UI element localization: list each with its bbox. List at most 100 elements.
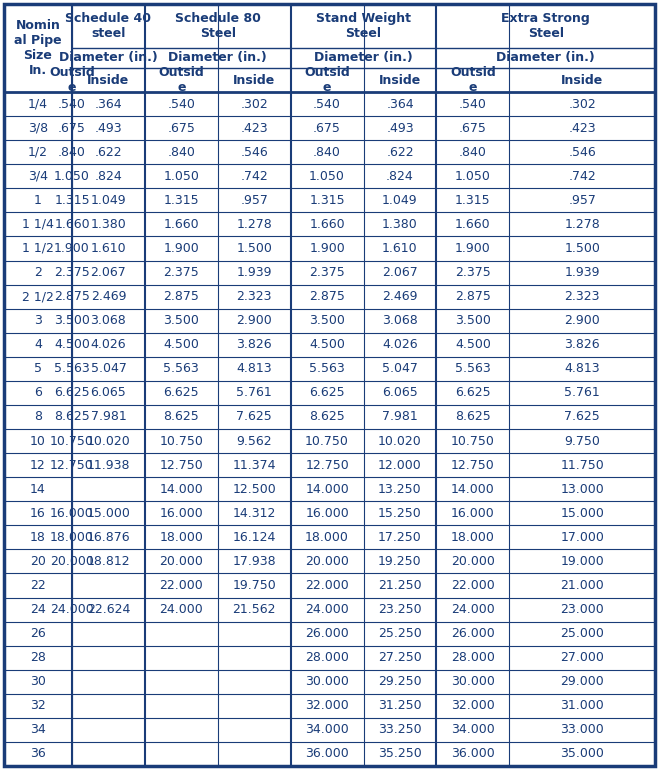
Text: 6.625: 6.625: [54, 386, 90, 400]
Text: .824: .824: [94, 170, 123, 182]
Text: Outsid
e: Outsid e: [450, 66, 496, 94]
Text: 2.469: 2.469: [382, 290, 418, 303]
Text: 17.000: 17.000: [560, 531, 604, 544]
Text: 16.000: 16.000: [305, 507, 349, 519]
Text: 2.067: 2.067: [382, 266, 418, 279]
Text: .540: .540: [313, 97, 341, 111]
Text: 1.660: 1.660: [54, 218, 90, 231]
Text: 26.000: 26.000: [451, 627, 495, 640]
Text: 4: 4: [34, 339, 42, 351]
Text: 35.000: 35.000: [560, 747, 604, 761]
Text: 20.000: 20.000: [451, 555, 495, 568]
Text: 24.000: 24.000: [159, 603, 203, 616]
Text: 1.500: 1.500: [236, 242, 272, 255]
Text: 4.813: 4.813: [237, 363, 272, 376]
Text: 29.250: 29.250: [378, 676, 422, 688]
Text: Outsid
e: Outsid e: [158, 66, 204, 94]
Text: 19.750: 19.750: [233, 579, 276, 592]
Text: 22.000: 22.000: [305, 579, 349, 592]
Text: 5.563: 5.563: [455, 363, 491, 376]
Text: 3: 3: [34, 314, 42, 327]
Text: 21.562: 21.562: [233, 603, 276, 616]
Text: 1.939: 1.939: [237, 266, 272, 279]
Text: .957: .957: [568, 194, 596, 207]
Text: 8: 8: [34, 410, 42, 424]
Text: 18.000: 18.000: [159, 531, 203, 544]
Text: 20.000: 20.000: [159, 555, 203, 568]
Text: 9.562: 9.562: [237, 434, 272, 448]
Text: Schedule 80
Steel: Schedule 80 Steel: [175, 12, 261, 40]
Text: 1/2: 1/2: [28, 145, 48, 158]
Text: 10.750: 10.750: [159, 434, 203, 448]
Text: 1.900: 1.900: [455, 242, 491, 255]
Text: 4.500: 4.500: [455, 339, 491, 351]
Text: 18.812: 18.812: [86, 555, 130, 568]
Text: 34.000: 34.000: [451, 724, 495, 737]
Text: 28.000: 28.000: [451, 651, 495, 664]
Text: 21.250: 21.250: [378, 579, 422, 592]
Text: 36.000: 36.000: [451, 747, 495, 761]
Text: 5.563: 5.563: [309, 363, 345, 376]
Text: .957: .957: [241, 194, 268, 207]
Text: .675: .675: [167, 121, 195, 135]
Text: 3.826: 3.826: [237, 339, 272, 351]
Text: 12.750: 12.750: [305, 458, 349, 472]
Text: 10.020: 10.020: [86, 434, 130, 448]
Text: .540: .540: [167, 97, 195, 111]
Text: 4.026: 4.026: [91, 339, 127, 351]
Text: Diameter (in.): Diameter (in.): [496, 52, 595, 64]
Text: 1.660: 1.660: [309, 218, 345, 231]
Text: 1.610: 1.610: [91, 242, 127, 255]
Text: 7.981: 7.981: [382, 410, 418, 424]
Text: 25.000: 25.000: [560, 627, 604, 640]
Text: Inside: Inside: [379, 73, 421, 87]
Text: 2.469: 2.469: [91, 290, 126, 303]
Text: .364: .364: [95, 97, 123, 111]
Text: Inside: Inside: [233, 73, 275, 87]
Text: 16.000: 16.000: [159, 507, 203, 519]
Text: 16.000: 16.000: [50, 507, 94, 519]
Text: 1.939: 1.939: [564, 266, 600, 279]
Text: Inside: Inside: [561, 73, 603, 87]
Text: 24.000: 24.000: [305, 603, 349, 616]
Text: 1.050: 1.050: [309, 170, 345, 182]
Text: 16.124: 16.124: [233, 531, 276, 544]
Text: 14.312: 14.312: [233, 507, 276, 519]
Text: 1 1/4: 1 1/4: [22, 218, 54, 231]
Text: .840: .840: [58, 145, 86, 158]
Text: 12.500: 12.500: [233, 482, 276, 495]
Text: 34: 34: [30, 724, 46, 737]
Text: .824: .824: [386, 170, 414, 182]
Text: 3.500: 3.500: [455, 314, 491, 327]
Text: 13.250: 13.250: [378, 482, 422, 495]
Text: 18.000: 18.000: [305, 531, 349, 544]
Text: 2.900: 2.900: [237, 314, 272, 327]
Text: 15.000: 15.000: [560, 507, 604, 519]
Text: 1.049: 1.049: [382, 194, 418, 207]
Text: 3.068: 3.068: [382, 314, 418, 327]
Text: .546: .546: [241, 145, 268, 158]
Text: 2.067: 2.067: [90, 266, 127, 279]
Text: 8.625: 8.625: [455, 410, 491, 424]
Text: 10.750: 10.750: [50, 434, 94, 448]
Text: 1.050: 1.050: [163, 170, 199, 182]
Text: 26: 26: [30, 627, 46, 640]
Text: 2.375: 2.375: [309, 266, 345, 279]
Text: 33.000: 33.000: [560, 724, 604, 737]
Text: .622: .622: [95, 145, 123, 158]
Text: 7.981: 7.981: [90, 410, 127, 424]
Text: .675: .675: [58, 121, 86, 135]
Text: 22: 22: [30, 579, 46, 592]
Text: 1.050: 1.050: [54, 170, 90, 182]
Text: 2.875: 2.875: [163, 290, 199, 303]
Text: 20.000: 20.000: [305, 555, 349, 568]
Text: 24.000: 24.000: [451, 603, 495, 616]
Text: 6.065: 6.065: [90, 386, 127, 400]
Text: 2.375: 2.375: [163, 266, 199, 279]
Text: 2.875: 2.875: [455, 290, 491, 303]
Text: 20.000: 20.000: [50, 555, 94, 568]
Text: .840: .840: [313, 145, 341, 158]
Text: 35.250: 35.250: [378, 747, 422, 761]
Text: 1.278: 1.278: [237, 218, 272, 231]
Text: 1.660: 1.660: [455, 218, 490, 231]
